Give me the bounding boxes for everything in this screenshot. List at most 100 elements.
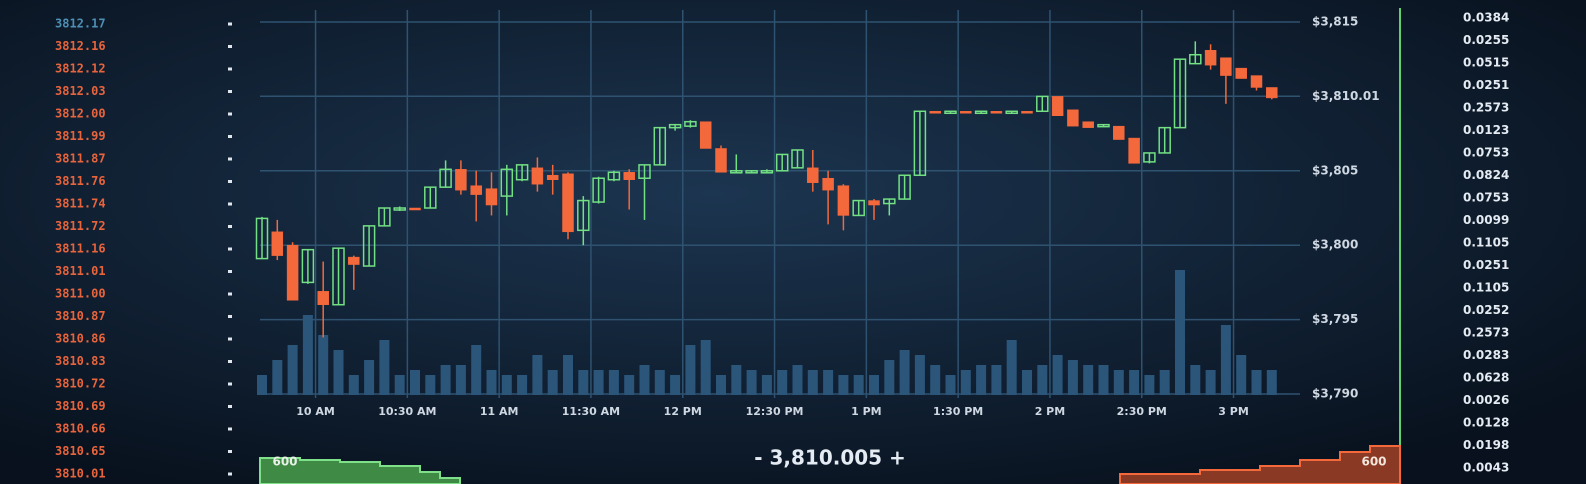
candle-body	[1266, 87, 1278, 99]
volume-bar	[608, 370, 619, 395]
order-dash	[228, 427, 232, 431]
candle-body	[592, 177, 605, 203]
ask-depth	[1119, 445, 1401, 484]
candle-body	[684, 120, 697, 127]
volume-bar	[1037, 365, 1048, 395]
mid-price: - 3,810.005 +	[754, 446, 906, 470]
volume-bar	[869, 375, 879, 395]
candle-body	[470, 185, 482, 195]
candle-body	[807, 167, 819, 183]
candle-body	[348, 256, 360, 265]
x-tick-label: 2 PM	[1035, 405, 1066, 418]
volume-bar	[517, 375, 528, 395]
volume-bar	[333, 350, 344, 395]
order-size: 0.0824	[1463, 168, 1509, 182]
candle-body	[317, 291, 329, 305]
order-size: 0.0753	[1463, 146, 1509, 160]
candle-body	[822, 177, 834, 191]
volume-bar	[1006, 340, 1017, 395]
volume-bar	[318, 335, 329, 395]
order-price: 3812.03	[55, 84, 106, 98]
y-tick-label: $3,815	[1312, 15, 1358, 29]
volume-bar	[257, 375, 267, 395]
order-size: 0.0043	[1463, 461, 1509, 475]
volume-bar	[991, 365, 1002, 395]
bid-depth	[259, 457, 461, 484]
order-dash	[228, 247, 232, 251]
candle-body	[500, 168, 514, 197]
volume-bar	[639, 365, 650, 395]
candle-body	[607, 171, 621, 181]
order-price: 3810.72	[55, 377, 106, 391]
order-size: 0.0628	[1463, 371, 1509, 385]
volume-bar	[578, 370, 589, 395]
order-dash	[228, 382, 232, 386]
volume-bar	[1220, 325, 1231, 395]
order-size: 0.2573	[1463, 101, 1509, 115]
order-size: 0.0255	[1463, 33, 1509, 47]
candle-body	[562, 173, 574, 233]
order-size: 0.0026	[1463, 393, 1509, 407]
x-tick-label: 10:30 AM	[378, 405, 436, 418]
order-price: 3811.87	[55, 152, 106, 166]
order-price: 3810.01	[55, 467, 106, 481]
volume-bar	[976, 365, 987, 395]
order-dash	[228, 360, 232, 363]
candle-body	[668, 123, 682, 129]
candle-body	[531, 167, 544, 185]
volume-bar	[394, 375, 405, 395]
order-size: 0.0753	[1463, 191, 1509, 205]
volume-bar	[1190, 365, 1201, 395]
candle-body	[1097, 123, 1110, 128]
order-dash	[228, 135, 232, 138]
order-dash	[228, 337, 232, 341]
volume-bar	[823, 370, 834, 395]
volume-bar	[624, 375, 635, 395]
order-size: 0.2573	[1463, 326, 1509, 340]
volume-bar	[455, 365, 466, 395]
order-size: 0.0251	[1463, 78, 1509, 92]
candle-body	[439, 168, 452, 188]
order-dash	[228, 405, 232, 408]
volume-bar	[1159, 370, 1170, 395]
volume-bar	[700, 340, 711, 395]
ask-depth-label: 600	[1361, 455, 1386, 469]
candle-body	[515, 164, 529, 181]
volume-bar	[1205, 370, 1216, 395]
order-price: 3811.72	[55, 219, 106, 233]
order-size: 0.0515	[1463, 56, 1509, 70]
volume-bar	[777, 370, 788, 395]
volume-bar	[945, 375, 956, 395]
candle-body	[271, 231, 284, 256]
candle-body	[730, 170, 743, 174]
candle-body	[1250, 75, 1263, 88]
candle-body	[378, 207, 391, 227]
x-tick-label: 1:30 PM	[933, 405, 983, 418]
order-price: 3810.87	[55, 309, 106, 323]
volume-bar	[364, 360, 375, 395]
volume-bar	[593, 370, 604, 395]
order-dash	[228, 450, 232, 453]
order-price: 3811.76	[55, 174, 106, 188]
order-price: 3810.69	[55, 399, 106, 413]
order-size: 0.0384	[1463, 11, 1509, 25]
candle-body	[577, 199, 590, 232]
volume-bar	[807, 370, 818, 395]
y-tick-label: $3,795	[1312, 312, 1358, 326]
volume-bar	[1067, 360, 1078, 395]
volume-bar	[746, 370, 757, 395]
volume-bar	[547, 370, 558, 395]
volume-bar	[792, 365, 803, 395]
candle-body	[623, 172, 635, 180]
volume-bar	[287, 345, 298, 395]
order-dash	[228, 180, 232, 183]
order-price: 3810.86	[55, 332, 106, 346]
volume-bar	[1175, 270, 1185, 395]
order-book-dashes	[228, 22, 232, 476]
candle-body	[255, 217, 269, 260]
candle-body	[1158, 126, 1171, 154]
volume-bar	[348, 375, 359, 395]
candle-body	[1113, 125, 1125, 140]
order-price: 3810.65	[55, 444, 106, 458]
candle-body	[1128, 137, 1140, 164]
